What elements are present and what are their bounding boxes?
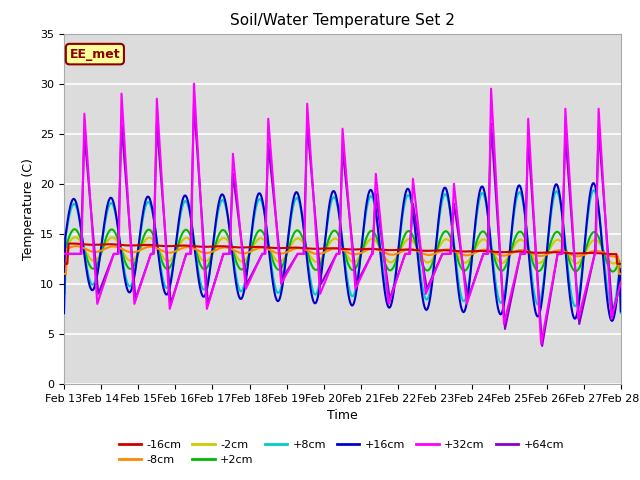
+64cm (190, 101, 198, 107)
+64cm (504, 310, 512, 315)
Text: EE_met: EE_met (70, 48, 120, 60)
+2cm (216, 230, 223, 236)
+64cm (60, 251, 68, 257)
+2cm (504, 256, 512, 262)
+64cm (359, 269, 367, 275)
-2cm (60, 281, 68, 287)
+8cm (358, 238, 366, 243)
-16cm (216, 243, 223, 249)
-2cm (617, 281, 625, 287)
+32cm (617, 279, 625, 285)
+16cm (583, 216, 591, 222)
+16cm (568, 305, 575, 311)
+8cm (583, 221, 591, 227)
+16cm (589, 180, 597, 186)
-16cm (68, 240, 76, 246)
-8cm (617, 271, 625, 277)
+2cm (359, 246, 367, 252)
Line: +8cm: +8cm (64, 190, 621, 314)
-16cm (359, 246, 367, 252)
+8cm (504, 264, 512, 270)
+8cm (216, 204, 223, 210)
+16cm (617, 309, 625, 314)
X-axis label: Time: Time (327, 409, 358, 422)
+32cm (371, 200, 379, 206)
+2cm (60, 291, 68, 297)
-8cm (568, 252, 575, 258)
-8cm (60, 271, 68, 277)
+2cm (584, 241, 591, 247)
+32cm (60, 251, 68, 257)
Title: Soil/Water Temperature Set 2: Soil/Water Temperature Set 2 (230, 13, 455, 28)
-16cm (371, 246, 379, 252)
-2cm (584, 245, 591, 251)
Line: -2cm: -2cm (64, 237, 621, 284)
+32cm (504, 302, 512, 308)
Line: +32cm: +32cm (64, 84, 621, 344)
+32cm (359, 271, 367, 276)
Line: +2cm: +2cm (64, 229, 621, 294)
+32cm (568, 215, 576, 221)
Line: -8cm: -8cm (64, 246, 621, 274)
-2cm (216, 238, 223, 244)
+2cm (371, 231, 379, 237)
+2cm (71, 226, 79, 232)
-16cm (617, 261, 625, 267)
Legend: -16cm, -8cm, -2cm, +2cm, +8cm, +16cm, +32cm, +64cm: -16cm, -8cm, -2cm, +2cm, +8cm, +16cm, +3… (114, 435, 568, 469)
-2cm (71, 234, 79, 240)
-16cm (568, 251, 575, 256)
-16cm (504, 249, 512, 255)
+8cm (568, 293, 575, 299)
+2cm (617, 291, 625, 297)
-8cm (504, 252, 512, 258)
-8cm (72, 243, 80, 249)
+64cm (617, 279, 625, 285)
+16cm (504, 266, 512, 272)
Line: +64cm: +64cm (64, 104, 621, 346)
-16cm (584, 250, 591, 256)
+64cm (568, 222, 576, 228)
+8cm (60, 311, 68, 317)
+32cm (216, 264, 223, 270)
+16cm (371, 199, 378, 204)
+16cm (60, 310, 68, 316)
+2cm (568, 264, 575, 270)
Y-axis label: Temperature (C): Temperature (C) (22, 158, 35, 260)
+16cm (608, 318, 616, 324)
-2cm (568, 257, 575, 263)
-2cm (371, 237, 379, 243)
+8cm (590, 187, 598, 193)
-2cm (504, 254, 512, 260)
Line: -16cm: -16cm (64, 243, 621, 264)
+64cm (216, 264, 223, 269)
-8cm (359, 249, 367, 255)
+16cm (358, 236, 366, 241)
-8cm (216, 246, 223, 252)
-16cm (60, 261, 68, 267)
+64cm (371, 208, 379, 214)
+32cm (584, 279, 591, 285)
-8cm (371, 246, 379, 252)
+8cm (617, 310, 625, 316)
+8cm (371, 202, 378, 208)
+64cm (584, 284, 591, 289)
+32cm (190, 81, 198, 86)
-2cm (359, 248, 367, 254)
Line: +16cm: +16cm (64, 183, 621, 321)
-8cm (584, 251, 591, 256)
+16cm (216, 198, 223, 204)
+32cm (537, 341, 545, 347)
+64cm (538, 343, 546, 349)
